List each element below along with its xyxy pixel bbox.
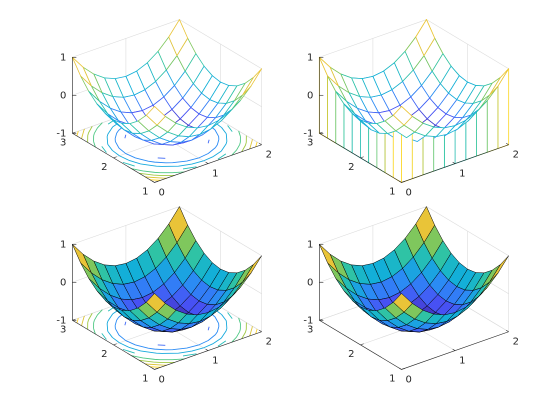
- contour-line: [76, 284, 258, 368]
- grid-line: [426, 19, 509, 69]
- x-tick-label: 0: [159, 187, 165, 198]
- y-tick: [360, 343, 364, 346]
- y-tick-label: 1: [142, 186, 148, 197]
- y-tick: [360, 156, 364, 159]
- x-tick-label: 2: [513, 337, 519, 348]
- z-tick-label: -1: [303, 128, 313, 139]
- x-tick: [452, 348, 456, 351]
- x-tick-label: 1: [459, 169, 465, 180]
- x-tick: [452, 161, 456, 164]
- x-tick: [205, 161, 209, 164]
- x-tick: [259, 329, 262, 332]
- x-tick: [151, 367, 155, 370]
- z-tick-label: 0: [60, 90, 66, 101]
- z-tick-label: 1: [60, 239, 66, 250]
- surface-face: [489, 255, 509, 283]
- z-tick-label: 1: [307, 239, 313, 250]
- surface-face: [415, 206, 435, 243]
- x-tick-label: 2: [266, 337, 272, 348]
- contour-line: [76, 97, 258, 181]
- x-axis-line: [154, 144, 262, 183]
- x-tick-label: 1: [212, 356, 218, 367]
- y-tick-label: 1: [389, 373, 395, 384]
- grid-line: [179, 19, 262, 69]
- x-tick-label: 0: [406, 187, 412, 198]
- x-tick: [398, 367, 402, 370]
- surface-face: [242, 255, 262, 283]
- z-tick-label: 1: [60, 52, 66, 63]
- y-tick: [154, 368, 158, 370]
- z-tick-label: 0: [307, 90, 313, 101]
- y-tick-label: 2: [101, 162, 107, 173]
- z-tick-label: -1: [303, 315, 313, 326]
- grid-line: [179, 206, 262, 256]
- surface-face: [319, 244, 339, 274]
- grid-line: [72, 206, 180, 245]
- x-tick-label: 2: [513, 150, 519, 161]
- x-tick: [506, 142, 509, 145]
- mesh-cell: [415, 19, 436, 56]
- surface-face: [393, 293, 413, 313]
- y-tick-label: 1: [389, 186, 395, 197]
- z-tick-label: -1: [56, 128, 66, 139]
- y-axis-line: [72, 133, 155, 183]
- y-tick-label: 3: [307, 137, 313, 148]
- contour-line: [124, 306, 210, 346]
- mesh-cell: [318, 56, 339, 87]
- x-tick: [205, 348, 209, 351]
- x-tick: [398, 180, 402, 183]
- y-tick: [113, 156, 117, 159]
- y-tick: [401, 368, 405, 370]
- x-tick: [259, 142, 262, 145]
- y-axis-line: [319, 133, 402, 183]
- grid-line: [319, 206, 427, 245]
- surface-face: [146, 293, 166, 313]
- z-tick-label: -1: [56, 315, 66, 326]
- mesh-cell: [392, 106, 413, 126]
- mesh-cell: [242, 68, 263, 96]
- surface-face: [72, 244, 92, 274]
- z-tick-label: 0: [60, 277, 66, 288]
- y-tick-label: 3: [60, 137, 66, 148]
- x-tick: [506, 329, 509, 332]
- y-tick-label: 3: [60, 324, 66, 335]
- mesh-cell: [71, 56, 92, 87]
- y-tick-label: 2: [101, 349, 107, 360]
- x-tick-label: 1: [212, 169, 218, 180]
- y-tick-label: 2: [348, 162, 354, 173]
- y-tick: [401, 181, 405, 183]
- x-tick-label: 2: [266, 150, 272, 161]
- y-tick: [113, 343, 117, 346]
- x-tick: [151, 180, 155, 183]
- mesh-cell: [145, 106, 166, 126]
- x-tick-label: 0: [406, 374, 412, 385]
- y-tick-label: 1: [142, 373, 148, 384]
- x-axis-line: [401, 144, 509, 183]
- grid-line: [319, 19, 427, 58]
- x-tick-label: 0: [159, 374, 165, 385]
- y-tick: [154, 181, 158, 183]
- y-tick-label: 2: [348, 349, 354, 360]
- contour-line: [124, 119, 210, 159]
- z-tick-label: 1: [307, 52, 313, 63]
- surface-face: [168, 206, 188, 243]
- z-tick-label: 0: [307, 277, 313, 288]
- y-tick-label: 3: [307, 324, 313, 335]
- grid-line: [72, 19, 180, 58]
- grid-line: [426, 206, 509, 256]
- mesh-cell: [489, 68, 510, 96]
- x-tick-label: 1: [459, 356, 465, 367]
- mesh-cell: [168, 19, 189, 56]
